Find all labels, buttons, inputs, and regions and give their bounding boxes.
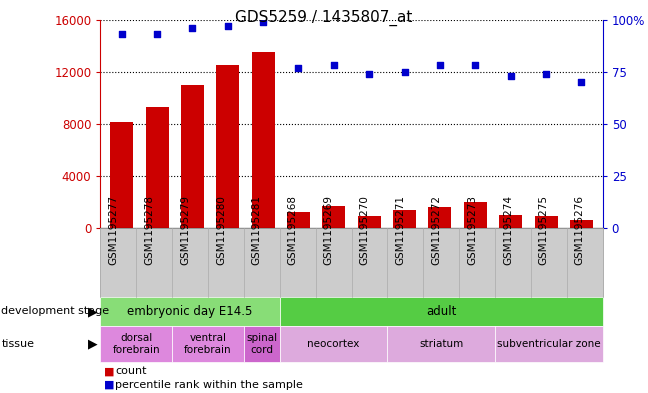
Bar bbox=[216, 65, 239, 228]
Text: GSM1195279: GSM1195279 bbox=[180, 195, 190, 265]
Text: GSM1195277: GSM1195277 bbox=[108, 195, 119, 265]
Text: ■: ■ bbox=[104, 366, 114, 376]
Bar bbox=[428, 207, 452, 228]
Text: GSM1195274: GSM1195274 bbox=[503, 195, 513, 265]
Bar bbox=[535, 216, 557, 228]
Point bbox=[294, 64, 304, 71]
Text: embryonic day E14.5: embryonic day E14.5 bbox=[128, 305, 253, 318]
Bar bbox=[322, 206, 345, 228]
Text: ■: ■ bbox=[104, 380, 114, 390]
Text: GSM1195281: GSM1195281 bbox=[252, 195, 262, 265]
Point bbox=[399, 68, 410, 75]
Text: GSM1195270: GSM1195270 bbox=[360, 195, 369, 265]
Text: GSM1195268: GSM1195268 bbox=[288, 195, 297, 265]
Bar bbox=[393, 210, 416, 228]
Text: GSM1195276: GSM1195276 bbox=[575, 195, 584, 265]
Point bbox=[117, 31, 127, 37]
Text: tissue: tissue bbox=[1, 339, 34, 349]
Bar bbox=[358, 216, 381, 228]
Text: GSM1195275: GSM1195275 bbox=[539, 195, 549, 265]
Text: ▶: ▶ bbox=[87, 305, 97, 318]
Text: striatum: striatum bbox=[419, 339, 463, 349]
Text: dorsal
forebrain: dorsal forebrain bbox=[113, 333, 160, 354]
Text: adult: adult bbox=[426, 305, 456, 318]
Text: percentile rank within the sample: percentile rank within the sample bbox=[115, 380, 303, 390]
Text: GDS5259 / 1435807_at: GDS5259 / 1435807_at bbox=[235, 10, 413, 26]
Text: development stage: development stage bbox=[1, 307, 110, 316]
Point bbox=[576, 79, 586, 85]
Bar bbox=[181, 85, 204, 228]
Text: GSM1195269: GSM1195269 bbox=[323, 195, 334, 265]
Text: ▶: ▶ bbox=[87, 337, 97, 351]
Point bbox=[541, 71, 551, 77]
Bar bbox=[287, 212, 310, 228]
Text: GSM1195272: GSM1195272 bbox=[431, 195, 441, 265]
Text: GSM1195280: GSM1195280 bbox=[216, 195, 226, 265]
Point bbox=[187, 25, 198, 31]
Bar bbox=[251, 52, 275, 228]
Text: neocortex: neocortex bbox=[307, 339, 360, 349]
Text: GSM1195278: GSM1195278 bbox=[145, 195, 154, 265]
Text: spinal
cord: spinal cord bbox=[246, 333, 277, 354]
Point bbox=[258, 18, 268, 25]
Bar bbox=[499, 215, 522, 228]
Point bbox=[505, 73, 516, 79]
Point bbox=[152, 31, 162, 37]
Bar bbox=[110, 123, 133, 228]
Bar bbox=[464, 202, 487, 228]
Point bbox=[222, 23, 233, 29]
Text: count: count bbox=[115, 366, 147, 376]
Text: GSM1195273: GSM1195273 bbox=[467, 195, 477, 265]
Bar bbox=[146, 107, 168, 228]
Bar bbox=[570, 220, 593, 228]
Point bbox=[329, 62, 339, 69]
Point bbox=[470, 62, 481, 69]
Text: subventricular zone: subventricular zone bbox=[497, 339, 601, 349]
Point bbox=[364, 71, 375, 77]
Text: ventral
forebrain: ventral forebrain bbox=[184, 333, 232, 354]
Text: GSM1195271: GSM1195271 bbox=[395, 195, 406, 265]
Point bbox=[435, 62, 445, 69]
